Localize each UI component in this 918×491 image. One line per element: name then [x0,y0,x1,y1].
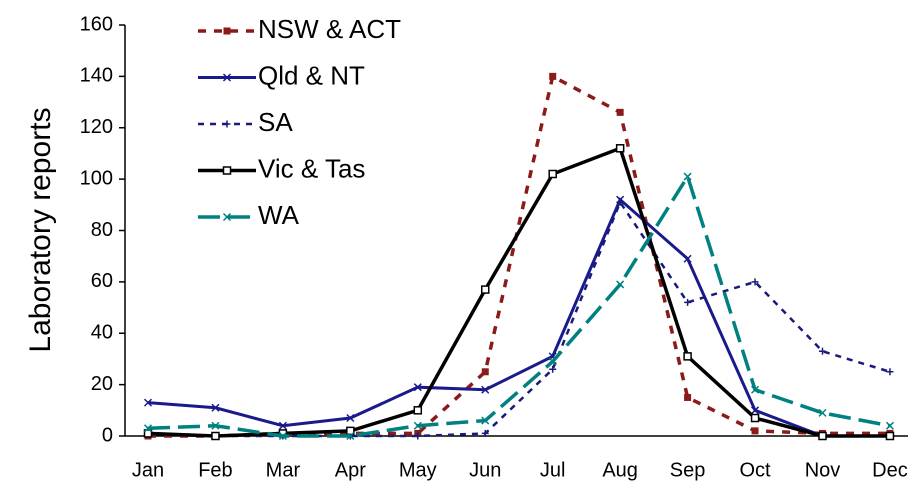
marker [818,431,827,441]
y-tick-label: 20 [91,373,113,395]
marker [278,431,287,441]
marker [211,431,220,441]
marker [548,169,557,179]
marker [413,406,423,415]
series-line [147,172,891,438]
legend-label: Qld & NT [258,60,365,90]
marker [684,393,692,401]
marker [481,416,490,425]
series-line [148,73,890,438]
marker [413,421,422,430]
marker [346,413,355,423]
marker [616,280,625,289]
x-tick-label: Mar [266,459,301,481]
marker [223,120,231,128]
marker [684,298,692,306]
x-tick-label: Nov [805,459,841,481]
marker [751,385,760,394]
marker [751,427,759,435]
marker [481,429,489,437]
marker [751,278,759,286]
marker [143,398,153,407]
marker [346,426,355,436]
x-tick-label: Sep [670,459,706,481]
marker [549,365,557,373]
marker [481,385,490,394]
x-tick-label: Feb [198,459,232,481]
marker [549,72,557,80]
marker [819,347,826,355]
marker [481,368,489,376]
marker [818,408,827,417]
series-line [147,197,890,438]
marker [616,198,624,206]
marker [885,431,895,441]
marker [278,421,287,430]
legend-label: Vic & Tas [258,153,365,183]
x-tick-label: Apr [335,459,366,481]
marker [222,166,232,175]
marker [481,285,490,294]
legend-label: SA [258,107,293,137]
x-tick-label: Jul [540,459,566,481]
legend-label: NSW & ACT [258,14,401,44]
y-axis-label: Laboratory reports [24,107,57,352]
series-line [147,146,890,438]
marker [683,254,692,263]
y-tick-label: 140 [80,65,113,87]
marker [750,413,760,423]
marker [885,421,894,430]
x-tick-label: Aug [602,459,638,481]
y-tick-label: 60 [91,270,113,292]
y-tick-label: 0 [102,424,113,446]
marker [222,73,232,82]
marker [414,432,422,440]
marker [211,403,220,412]
y-tick-label: 120 [80,116,113,138]
marker [616,108,624,116]
marker [222,212,232,222]
marker [615,144,625,153]
x-tick-label: Jan [132,459,164,481]
marker [143,424,153,433]
x-tick-label: Jun [469,459,501,481]
series-line [147,199,891,438]
marker [223,27,231,35]
x-tick-label: Dec [872,459,908,481]
marker [886,368,894,376]
marker [143,429,153,438]
legend-label: WA [258,200,300,230]
y-tick-label: 100 [80,167,113,189]
x-tick-label: May [399,459,437,481]
marker [346,431,355,441]
y-tick-label: 40 [91,322,113,344]
marker [548,357,557,366]
marker [413,383,422,392]
marker [211,421,220,430]
marker [751,406,760,415]
marker [683,172,692,181]
y-tick-label: 80 [91,219,113,241]
x-tick-label: Oct [739,459,771,481]
marker [683,352,692,361]
y-tick-label: 160 [80,13,113,35]
